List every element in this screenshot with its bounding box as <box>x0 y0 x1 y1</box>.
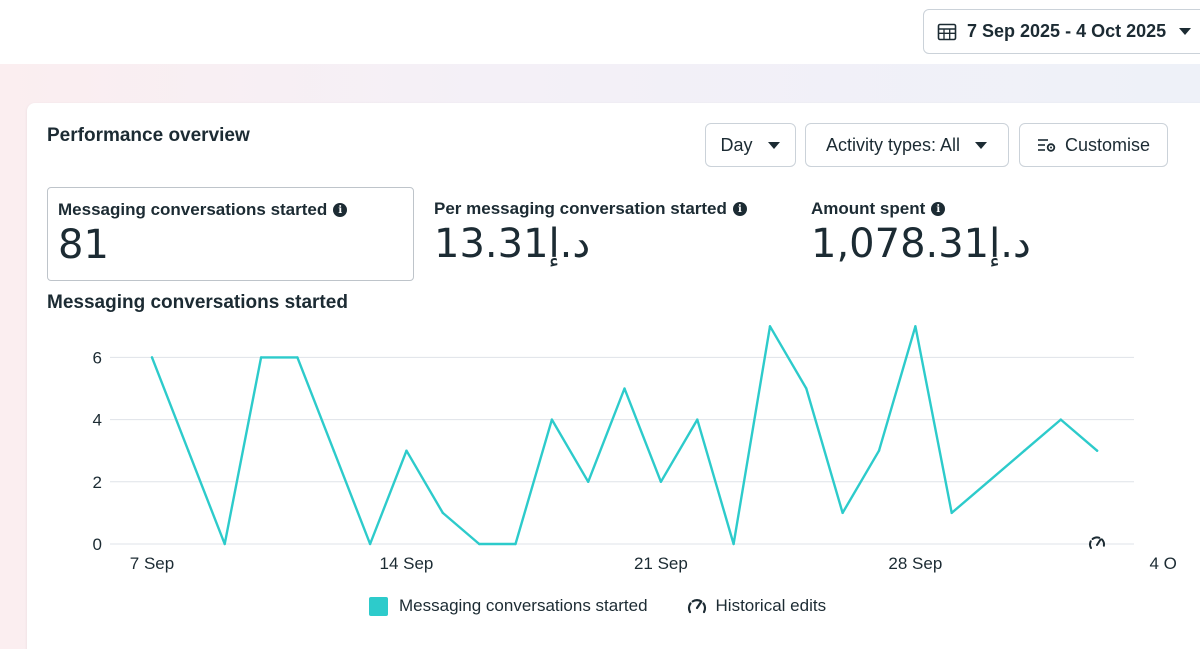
metric-per-messaging-conversation[interactable]: Per messaging conversation started i 13.… <box>424 187 794 281</box>
chart-legend: Messaging conversations started Historic… <box>369 596 826 616</box>
data-point <box>550 418 554 421</box>
metric-value: 1,078.31د.إ <box>811 221 1031 267</box>
data-point <box>914 325 917 328</box>
data-point <box>768 325 772 328</box>
data-point <box>841 511 844 515</box>
card-title: Performance overview <box>47 125 250 146</box>
gauge-icon <box>687 599 706 614</box>
data-point <box>1023 449 1026 452</box>
data-point <box>877 449 881 452</box>
legend-label: Historical edits <box>715 596 827 615</box>
metric-label: Messaging conversations started <box>58 200 328 219</box>
day-dropdown-label: Day <box>720 134 753 155</box>
x-tick-label: 4 Oct <box>1149 554 1177 573</box>
line-chart: 0 2 4 6 7 Sep 14 Sep 21 Sep 28 Sep 4 Oct <box>93 325 1177 573</box>
customise-button[interactable]: Customise <box>1019 123 1168 167</box>
caret-down-icon <box>767 141 780 149</box>
data-point <box>623 387 626 390</box>
data-point <box>950 511 953 515</box>
data-point <box>296 356 299 359</box>
day-dropdown[interactable]: Day <box>705 123 796 167</box>
data-point <box>1059 418 1062 421</box>
x-tick-label: 14 Sep <box>380 554 434 573</box>
chart-title: Messaging conversations started <box>47 292 348 313</box>
activity-types-label: Activity types: All <box>825 134 961 155</box>
legend-label: Messaging conversations started <box>399 596 648 615</box>
historical-edit-marker-icon[interactable] <box>1089 536 1105 549</box>
info-icon[interactable]: i <box>732 202 747 216</box>
legend-item-historical-edits[interactable]: Historical edits <box>686 596 827 616</box>
customise-settings-icon <box>1037 139 1056 152</box>
data-point <box>659 480 663 484</box>
teal-square-icon <box>369 596 388 616</box>
data-point <box>514 542 517 546</box>
data-point <box>259 356 263 359</box>
calendar-table-icon <box>937 23 957 40</box>
metric-messaging-conversations[interactable]: Messaging conversations started i 81 <box>47 187 414 281</box>
caret-down-icon <box>975 141 988 149</box>
data-point <box>368 542 372 546</box>
data-point <box>477 542 481 546</box>
caret-down-icon <box>1179 28 1192 35</box>
metric-amount-spent[interactable]: Amount spent i 1,078.31د.إ <box>801 187 1171 281</box>
data-point <box>805 387 808 390</box>
y-tick-label: 6 <box>93 348 102 367</box>
info-icon[interactable]: i <box>931 202 946 216</box>
metric-value: 13.31د.إ <box>434 221 591 267</box>
data-point <box>696 418 699 421</box>
date-range-picker[interactable]: 7 Sep 2025 - 4 Oct 2025 <box>923 9 1200 54</box>
data-point <box>732 542 735 546</box>
data-point <box>332 449 335 452</box>
data-point <box>223 542 226 546</box>
performance-overview-card: Performance overview Day Activity types:… <box>27 103 1200 649</box>
x-tick-label: 21 Sep <box>634 554 688 573</box>
metric-label: Amount spent <box>811 199 926 218</box>
data-point <box>587 480 590 484</box>
legend-item-series[interactable]: Messaging conversations started <box>369 596 648 616</box>
date-range-label: 7 Sep 2025 - 4 Oct 2025 <box>967 21 1167 41</box>
data-point <box>1095 449 1099 452</box>
top-bar: 7 Sep 2025 - 4 Oct 2025 <box>0 0 1200 64</box>
x-tick-label: 28 Sep <box>888 554 942 573</box>
info-icon[interactable]: i <box>333 203 348 217</box>
x-tick-label: 7 Sep <box>130 554 174 573</box>
y-tick-label: 4 <box>93 411 102 430</box>
data-point <box>986 480 990 484</box>
y-tick-label: 0 <box>93 535 102 554</box>
activity-types-dropdown[interactable]: Activity types: All <box>805 123 1009 167</box>
metric-label: Per messaging conversation started <box>434 199 727 218</box>
customise-label: Customise <box>1064 134 1151 155</box>
data-point <box>150 356 154 359</box>
y-tick-label: 2 <box>93 473 102 492</box>
metric-value: 81 <box>58 222 109 268</box>
series-line <box>150 325 1099 546</box>
data-point <box>187 449 190 452</box>
data-point <box>405 449 408 452</box>
data-point <box>441 511 444 515</box>
